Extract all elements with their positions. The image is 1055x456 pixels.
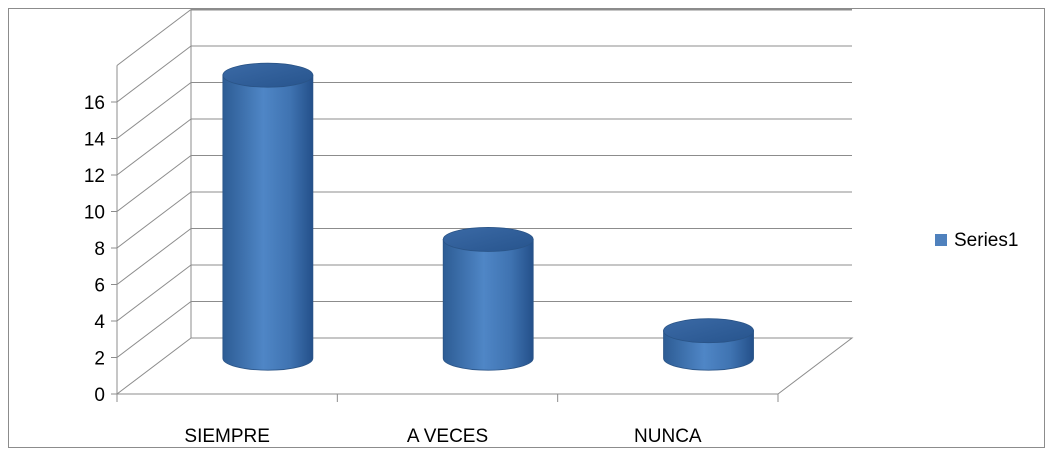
y-tick-label: 12 [84,166,105,187]
gridline-side [116,45,192,103]
legend-label: Series1 [954,230,1018,251]
gridline-side [116,228,192,285]
x-tick-label: NUNCA [634,426,702,447]
y-tick-label: 14 [84,130,106,151]
gridline-side [116,118,192,176]
gridline-side [116,155,192,212]
bar-top [663,318,754,344]
y-tick-label: 2 [94,349,105,370]
y-tick-label: 6 [94,276,105,297]
bar [222,62,314,371]
y-tick-label: 0 [94,385,105,406]
bar-top [222,62,314,88]
y-axis: 0 2 4 6 8 10 12 14 16 [84,65,118,406]
y-tick-label: 4 [94,312,105,333]
bar [442,227,534,371]
gridline-side [116,191,192,249]
bar-body [442,239,534,371]
x-tick-label: A VECES [407,426,488,447]
bar-top [442,227,534,252]
legend: Series1 [935,230,1018,251]
gridline-side [116,82,192,139]
x-axis: SIEMPRE A VECES NUNCA [116,393,779,447]
y-tick-label: 16 [84,93,105,114]
gridline-side [116,301,192,358]
y-tick-label: 10 [84,203,105,224]
y-tick-label: 8 [94,239,105,260]
bars [222,62,754,371]
x-tick-label: SIEMPRE [184,426,270,447]
bar-body [222,74,314,371]
bar [663,318,754,371]
legend-swatch [935,234,947,246]
gridline-side [116,264,192,322]
gridline-side [116,9,192,66]
